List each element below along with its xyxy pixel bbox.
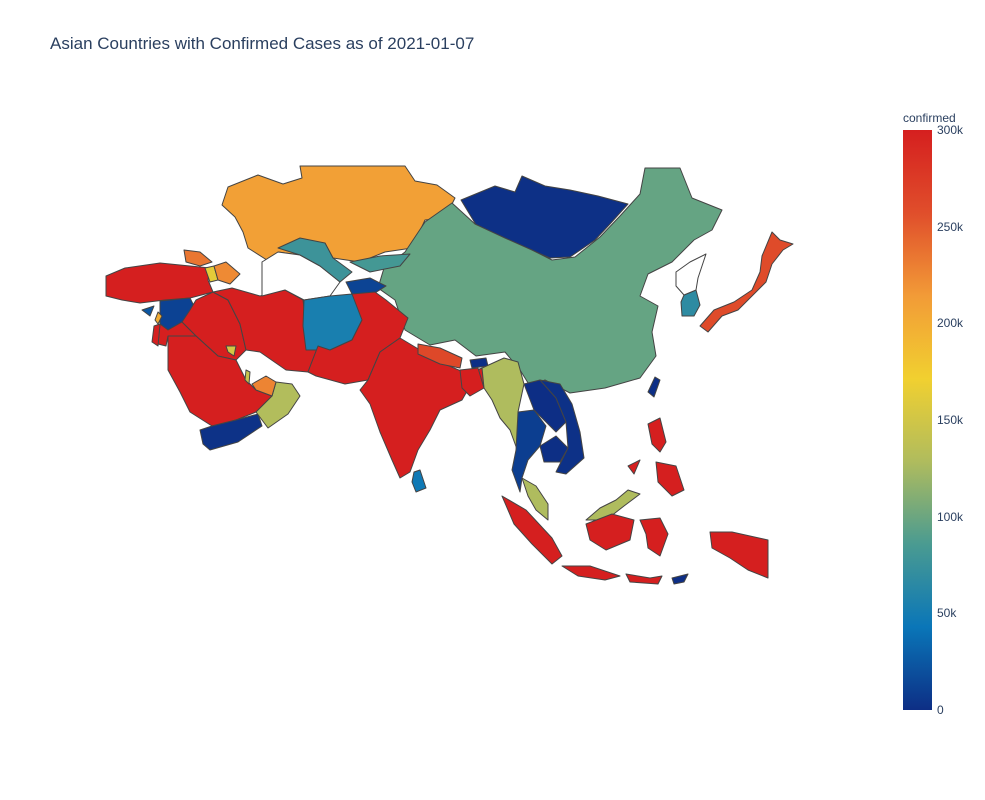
- colorbar-tick-label: 100k: [937, 509, 964, 524]
- country-philippines[interactable]: [627, 417, 685, 497]
- country-kuwait[interactable]: [225, 345, 237, 357]
- country-jordan[interactable]: [157, 321, 197, 347]
- country-israel[interactable]: [151, 323, 161, 347]
- country-kazakhstan[interactable]: [221, 165, 456, 263]
- country-vietnam[interactable]: [539, 379, 585, 475]
- country-uzbekistan[interactable]: [277, 237, 353, 283]
- country-azerbaijan[interactable]: [213, 261, 241, 285]
- colorbar: [903, 130, 932, 710]
- colorbar-tick-label: 0: [937, 703, 944, 717]
- chart-title: Asian Countries with Confirmed Cases as …: [50, 34, 475, 53]
- country-yemen[interactable]: [199, 413, 263, 451]
- country-thailand[interactable]: [511, 409, 547, 493]
- country-china[interactable]: [377, 167, 723, 394]
- colorbar-tick-label: 200k: [937, 316, 964, 331]
- country-indonesia[interactable]: [501, 495, 769, 585]
- country-turkmenistan[interactable]: [261, 251, 341, 301]
- colorbar-tick-label: 50k: [937, 606, 957, 621]
- country-malaysia[interactable]: [521, 477, 641, 521]
- country-georgia[interactable]: [183, 249, 213, 267]
- country-turkey[interactable]: [105, 262, 214, 304]
- country-oman[interactable]: [255, 381, 301, 429]
- country-lebanon[interactable]: [154, 311, 163, 325]
- country-sri-lanka[interactable]: [411, 469, 427, 493]
- country-north-korea[interactable]: [675, 253, 707, 296]
- country-taiwan[interactable]: [647, 376, 661, 398]
- country-pakistan[interactable]: [307, 291, 409, 385]
- colorbar-tick-label: 150k: [937, 413, 964, 427]
- country-bangladesh[interactable]: [459, 367, 485, 397]
- country-cyprus[interactable]: [141, 305, 155, 317]
- country-united-arab-emirates[interactable]: [251, 375, 277, 397]
- colorbar-tick-label: 250k: [937, 219, 964, 234]
- country-timor-leste[interactable]: [671, 573, 689, 585]
- colorbar-title: confirmed: [903, 111, 956, 125]
- country-tajikistan[interactable]: [345, 277, 387, 297]
- country-japan[interactable]: [699, 231, 794, 333]
- colorbar-tick-label: 300k: [937, 123, 964, 137]
- country-kyrgyzstan[interactable]: [349, 253, 411, 273]
- country-nepal[interactable]: [417, 343, 463, 369]
- country-qatar[interactable]: [244, 369, 251, 385]
